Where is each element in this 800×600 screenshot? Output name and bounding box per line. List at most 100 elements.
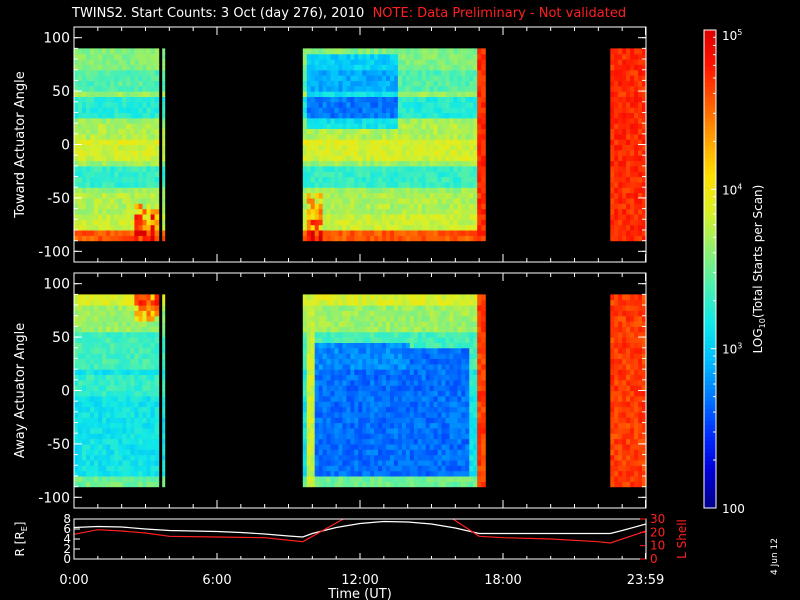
heatmap-cell [130, 75, 135, 81]
heatmap-cell [106, 411, 111, 418]
heatmap-cell [409, 117, 415, 124]
heatmap-cell [338, 75, 344, 81]
heatmap-cell [374, 123, 379, 129]
heatmap-cell [342, 299, 347, 306]
heatmap-cell [306, 369, 312, 375]
heatmap-cell [465, 181, 470, 188]
heatmap-cell [630, 133, 635, 140]
heatmap-cell [134, 187, 139, 194]
heatmap-cell [378, 337, 383, 343]
heatmap-cell [126, 459, 131, 466]
heatmap-cell [390, 75, 395, 81]
heatmap-cell [413, 305, 419, 311]
heatmap-cell [118, 315, 123, 322]
heatmap-cell [334, 358, 340, 365]
heatmap-cell [138, 347, 144, 354]
heatmap-cell [626, 176, 631, 183]
heatmap-cell [397, 406, 403, 413]
heatmap-cell [461, 155, 466, 162]
heatmap-cell [302, 176, 308, 183]
heatmap-cell [322, 230, 328, 236]
heatmap-cell [409, 369, 415, 375]
heatmap-cell [310, 133, 316, 140]
heatmap-cell [350, 165, 355, 172]
heatmap-cell [382, 235, 387, 242]
heatmap-cell [390, 160, 395, 167]
heatmap-cell [378, 363, 383, 370]
heatmap-cell [417, 117, 423, 124]
heatmap-cell [374, 465, 379, 472]
heatmap-cell [394, 160, 399, 167]
heatmap-cell [405, 208, 411, 215]
heatmap-cell [386, 422, 391, 429]
heatmap-cell [346, 144, 351, 151]
heatmap-cell [154, 310, 160, 317]
heatmap-cell [366, 59, 371, 65]
heatmap-cell [409, 337, 415, 343]
heatmap-cell [162, 101, 166, 108]
heatmap-cell [86, 374, 91, 381]
heatmap-cell [473, 219, 478, 226]
heatmap-cell [429, 149, 435, 156]
heatmap-cell [433, 144, 439, 151]
heatmap-cell [106, 75, 111, 81]
heatmap-cell [334, 203, 340, 210]
heatmap-cell [370, 171, 375, 178]
heatmap-cell [330, 342, 336, 349]
heatmap-cell [358, 128, 363, 135]
heatmap-cell [110, 443, 115, 450]
heatmap-cell [366, 165, 371, 172]
heatmap-cell [366, 235, 371, 242]
heatmap-cell [394, 438, 399, 445]
heatmap-cell [354, 331, 359, 338]
heatmap-cell [610, 208, 615, 215]
heatmap-cell [425, 438, 431, 445]
heatmap-cell [118, 476, 123, 482]
heatmap-cell [346, 165, 351, 172]
heatmap-cell [334, 465, 340, 472]
heatmap-cell [409, 299, 415, 306]
heatmap-cell [370, 443, 375, 450]
heatmap-cell [318, 117, 324, 124]
heatmap-cell [318, 219, 324, 226]
heatmap-cell [126, 321, 131, 327]
heatmap-cell [614, 213, 619, 220]
heatmap-cell [374, 299, 379, 306]
heatmap-cell [638, 107, 643, 113]
heatmap-cell [86, 470, 91, 477]
heatmap-cell [366, 379, 371, 386]
heatmap-cell [94, 299, 99, 306]
heatmap-cell [310, 379, 316, 386]
heatmap-cell [118, 59, 123, 65]
heatmap-cell [366, 401, 371, 408]
heatmap-cell [306, 101, 312, 108]
heatmap-cell [126, 411, 131, 418]
heatmap-cell [334, 347, 340, 354]
heatmap-cell [362, 101, 367, 108]
heatmap-cell [622, 224, 627, 231]
heatmap-cell [465, 171, 470, 178]
heatmap-cell [150, 305, 156, 311]
heatmap-cell [421, 476, 427, 482]
heatmap-cell [457, 176, 462, 183]
heatmap-cell [322, 107, 328, 113]
heatmap-cell [390, 294, 395, 301]
heatmap-cell [453, 208, 458, 215]
heatmap-cell [162, 224, 166, 231]
heatmap-cell [614, 53, 619, 60]
heatmap-cell [386, 91, 391, 97]
heatmap-cell [386, 59, 391, 65]
heatmap-cell [350, 117, 355, 124]
heatmap-cell [314, 358, 320, 365]
heatmap-cell [142, 133, 148, 140]
heatmap-cell [405, 465, 411, 472]
heatmap-cell [382, 101, 387, 108]
heatmap-cell [334, 321, 340, 327]
heatmap-cell [330, 481, 336, 488]
heatmap-cell [378, 347, 383, 354]
heatmap-cell [302, 294, 308, 301]
heatmap-cell [82, 59, 87, 65]
heatmap-cell [622, 107, 627, 113]
heatmap-cell [322, 427, 328, 434]
heatmap-cell [421, 213, 427, 220]
